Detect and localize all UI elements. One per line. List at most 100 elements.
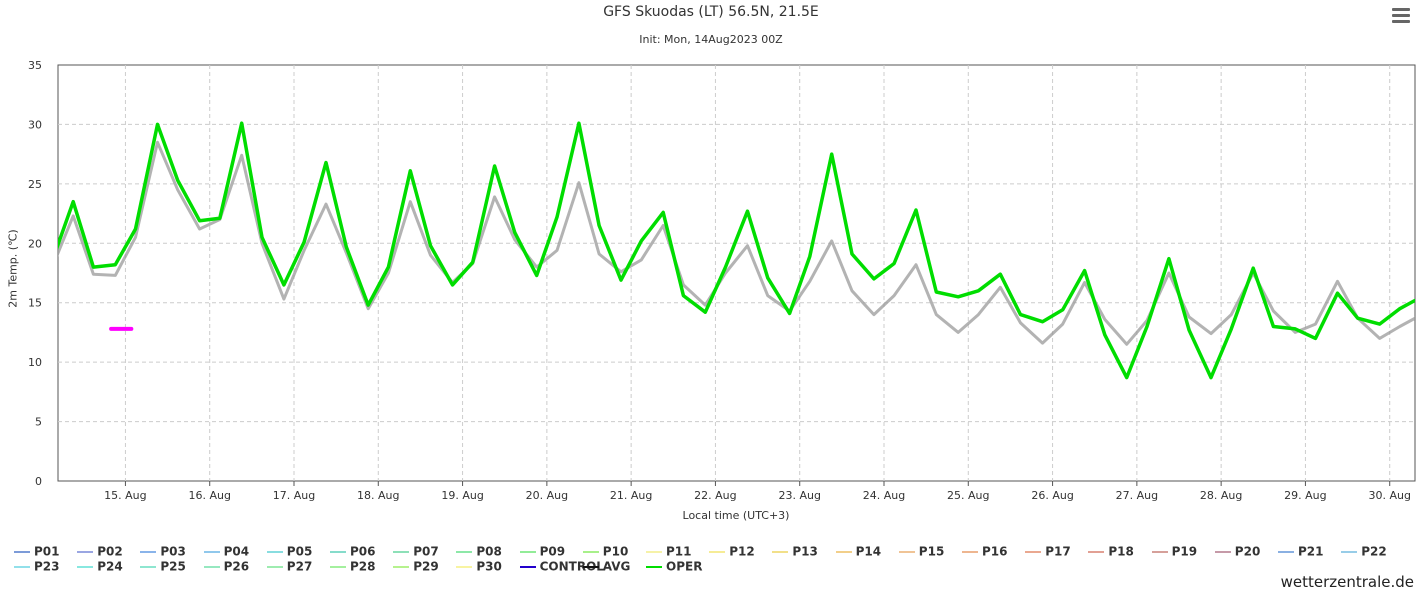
legend-item-p23[interactable]: P23	[14, 559, 60, 575]
x-tick-label: 15. Aug	[104, 489, 146, 502]
legend-item-p22[interactable]: P22	[1341, 544, 1387, 560]
legend-swatch	[14, 550, 30, 553]
legend-item-p10[interactable]: P10	[582, 544, 628, 560]
legend-item-p29[interactable]: P29	[393, 559, 439, 575]
legend-swatch	[582, 565, 599, 568]
legend-swatch	[1151, 550, 1168, 553]
hamburger-menu-icon[interactable]	[1392, 8, 1410, 24]
legend-label: P16	[982, 544, 1008, 559]
legend-item-p11[interactable]: P11	[646, 544, 692, 560]
legend-item-p09[interactable]: P09	[519, 544, 566, 560]
legend-swatch	[1278, 550, 1294, 553]
legend-label: P06	[350, 544, 376, 559]
legend-label: P24	[97, 559, 123, 574]
legend-item-p27[interactable]: P27	[266, 559, 313, 575]
legend-item-p08[interactable]: P08	[456, 544, 502, 560]
legend-label: P28	[350, 559, 376, 574]
legend-item-p07[interactable]: P07	[393, 544, 439, 560]
legend-swatch	[1341, 550, 1358, 553]
legend-item-p06[interactable]: P06	[330, 544, 376, 560]
legend-item-p02[interactable]: P02	[77, 544, 123, 560]
legend-item-p26[interactable]: P26	[203, 559, 250, 575]
legend-swatch	[393, 550, 410, 553]
legend-item-p16[interactable]: P16	[962, 544, 1008, 560]
legend-swatch	[266, 550, 283, 553]
x-axis-label: Local time (UTC+3)	[682, 509, 790, 522]
legend-label: P02	[97, 544, 123, 559]
legend-swatch	[330, 550, 346, 553]
legend-swatch	[519, 565, 536, 568]
y-tick-label: 10	[28, 356, 42, 369]
legend-item-p05[interactable]: P05	[266, 544, 312, 560]
legend-item-oper[interactable]: OPER	[646, 559, 702, 575]
x-tick-label: 18. Aug	[357, 489, 399, 502]
x-tick-label: 24. Aug	[863, 489, 905, 502]
legend-label: P22	[1361, 544, 1387, 559]
x-tick-label: 27. Aug	[1116, 489, 1158, 502]
legend-item-p04[interactable]: P04	[203, 544, 250, 560]
y-tick-label: 15	[28, 297, 42, 310]
x-tick-label: 29. Aug	[1284, 489, 1326, 502]
x-tick-label: 17. Aug	[273, 489, 315, 502]
legend-label: P17	[1045, 544, 1071, 559]
legend-swatch	[1025, 550, 1042, 553]
plot-frame	[57, 64, 1416, 482]
chart-subtitle: Init: Mon, 14Aug2023 00Z	[639, 33, 783, 46]
x-tick-label: 28. Aug	[1200, 489, 1242, 502]
x-tick-label: 22. Aug	[694, 489, 736, 502]
legend-swatch	[330, 565, 346, 568]
legend-item-p01[interactable]: P01	[14, 544, 60, 560]
legend-item-p03[interactable]: P03	[140, 544, 186, 560]
y-tick-label: 25	[28, 178, 42, 191]
legend-label: P09	[539, 544, 566, 559]
legend-label: P30	[476, 559, 502, 574]
legend-item-avg[interactable]: AVG	[582, 559, 630, 575]
legend-item-p19[interactable]: P19	[1151, 544, 1198, 560]
legend-item-p30[interactable]: P30	[456, 559, 502, 575]
legend-swatch	[962, 550, 978, 553]
y-tick-label: 0	[35, 475, 42, 488]
legend-label: P04	[223, 544, 250, 559]
legend-swatch	[456, 565, 473, 568]
legend-item-p17[interactable]: P17	[1025, 544, 1071, 560]
legend-label: OPER	[666, 559, 703, 574]
legend-swatch	[519, 550, 536, 553]
legend-item-p21[interactable]: P21	[1278, 544, 1324, 560]
legend-label: P20	[1234, 544, 1261, 559]
legend-label: P27	[286, 559, 313, 574]
legend-swatch	[709, 550, 726, 553]
legend-swatch	[140, 550, 157, 553]
legend-label: P19	[1171, 544, 1198, 559]
y-axis-label: 2m Temp. (℃)	[6, 229, 20, 308]
legend-label: P15	[918, 544, 945, 559]
legend-swatch	[898, 550, 915, 553]
legend-item-p24[interactable]: P24	[77, 559, 123, 575]
legend-item-p13[interactable]: P13	[772, 544, 818, 560]
y-tick-label: 5	[35, 416, 42, 429]
x-tick-label: 21. Aug	[610, 489, 652, 502]
legend-label: P07	[413, 544, 439, 559]
legend-label: P03	[160, 544, 186, 559]
legend-item-p20[interactable]: P20	[1214, 544, 1261, 560]
legend-swatch	[835, 550, 852, 553]
x-tick-label: 16. Aug	[188, 489, 230, 502]
y-tick-label: 35	[28, 59, 42, 72]
legend-item-p28[interactable]: P28	[330, 559, 376, 575]
legend-label: P26	[223, 559, 250, 574]
x-tick-label: 30. Aug	[1368, 489, 1410, 502]
legend-label: P23	[34, 559, 60, 574]
x-tick-label: 25. Aug	[947, 489, 989, 502]
site-credit: wetterzentrale.de	[1280, 573, 1414, 591]
legend-item-p25[interactable]: P25	[140, 559, 186, 575]
legend-label: P14	[855, 544, 882, 559]
legend-swatch	[456, 550, 473, 553]
legend-label: P08	[476, 544, 502, 559]
legend-item-control[interactable]: CONTROL	[519, 559, 604, 575]
legend-item-p15[interactable]: P15	[898, 544, 945, 560]
legend-item-p18[interactable]: P18	[1088, 544, 1134, 560]
legend-label: P12	[729, 544, 755, 559]
legend-item-p12[interactable]: P12	[709, 544, 755, 560]
legend-item-p14[interactable]: P14	[835, 544, 882, 560]
x-tick-label: 20. Aug	[526, 489, 568, 502]
legend-swatch	[77, 565, 94, 568]
